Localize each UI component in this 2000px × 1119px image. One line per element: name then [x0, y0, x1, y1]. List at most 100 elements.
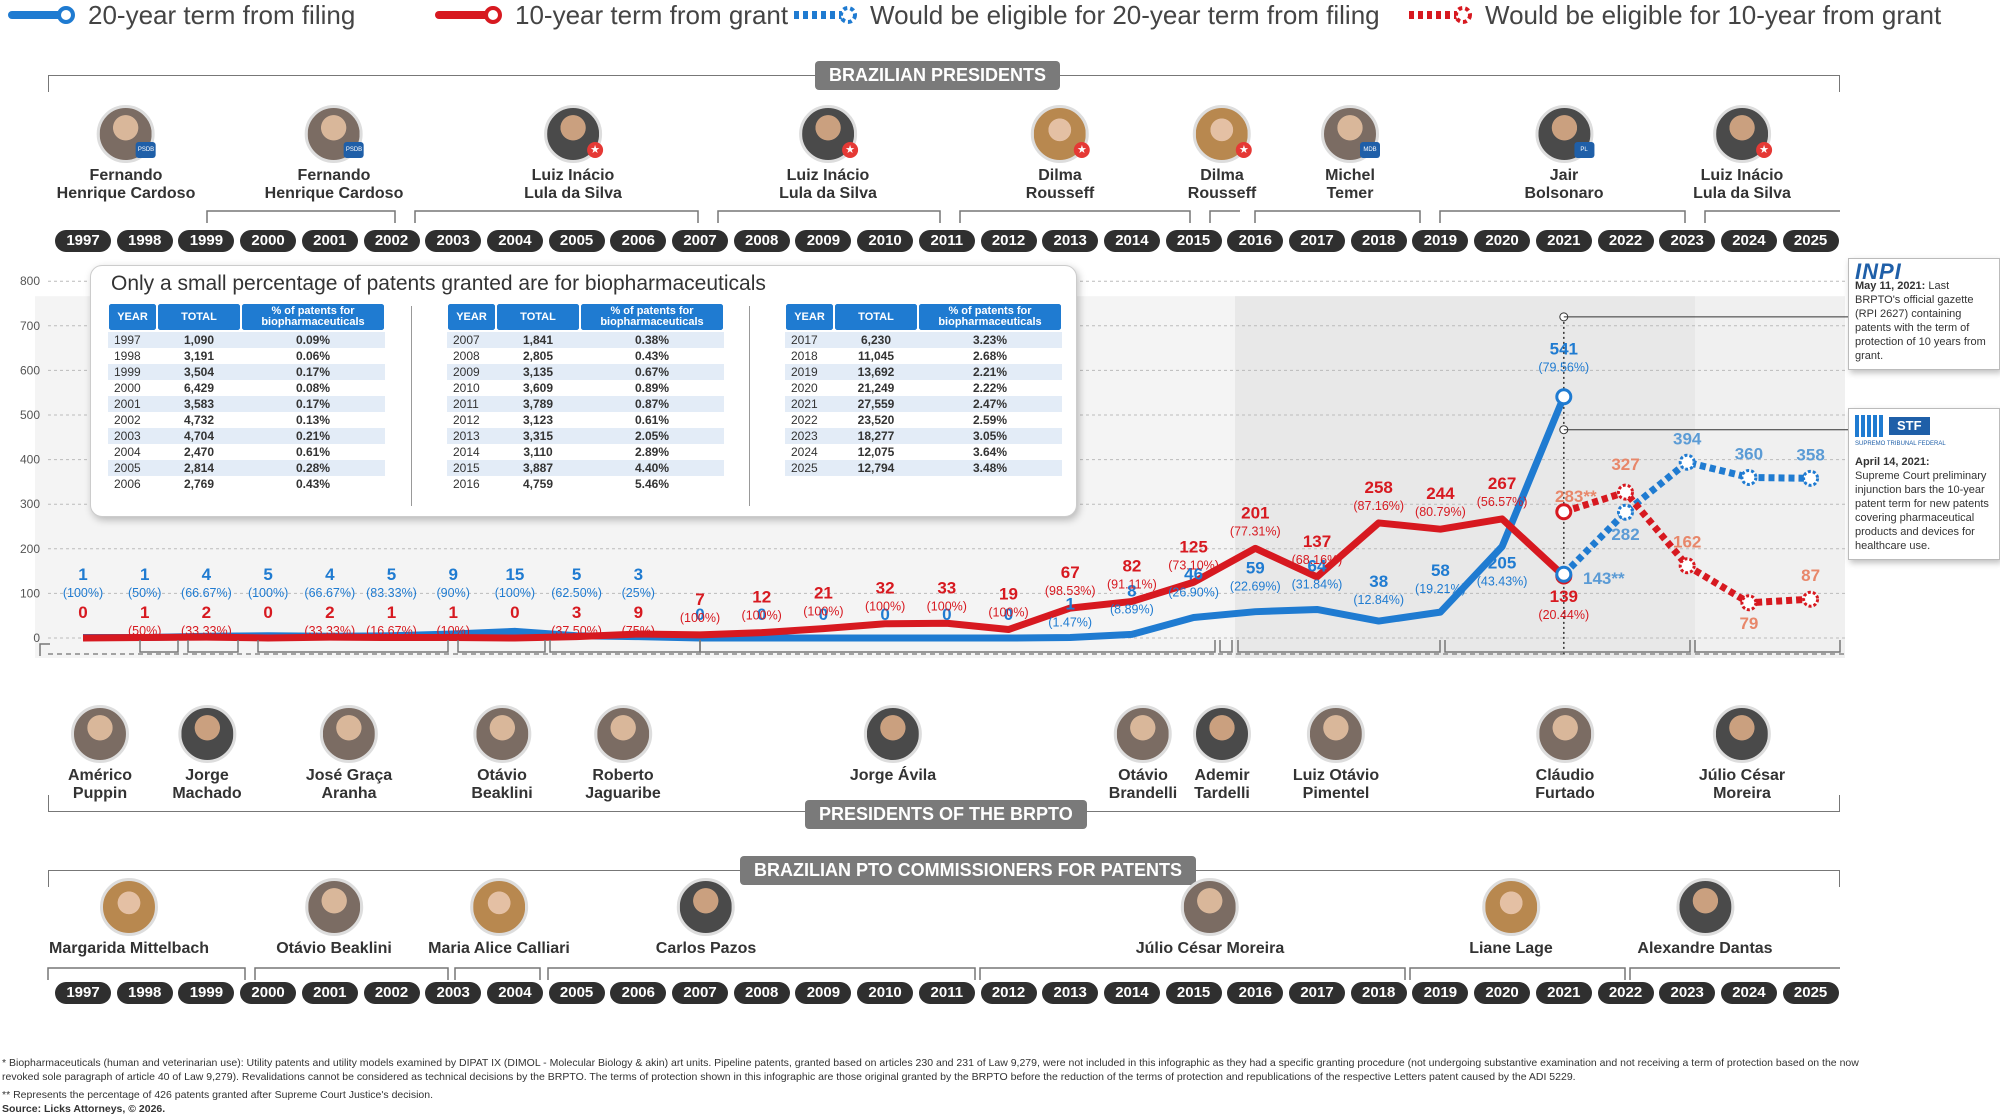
person-name-line1: Ademir: [1194, 767, 1250, 784]
commissioner: Liane Lage: [1469, 878, 1553, 958]
year-pill: 2021: [1535, 982, 1592, 1004]
label-filing: 3: [634, 565, 643, 584]
label-grant: 1: [387, 603, 396, 622]
header-year: YEAR: [446, 302, 497, 332]
label-grant-pct: (80.79%): [1415, 505, 1466, 519]
inpi-note: INPI May 11, 2021: Last BRPTO's official…: [1848, 258, 2000, 370]
avatar: ★: [1030, 105, 1090, 163]
cell-total: 18,277: [834, 428, 918, 444]
party-badge-icon: PSDB: [344, 142, 364, 158]
label-grant-pct: (100%): [680, 611, 720, 625]
person-name: Otávio Beaklini: [276, 940, 392, 957]
legend-label: Would be eligible for 20-year term from …: [870, 0, 1380, 30]
label-eligible-grant: 79: [1739, 614, 1758, 633]
cell-year: 2000: [114, 381, 141, 395]
label-filing-pct: (83.33%): [366, 586, 417, 600]
label-filing: 9: [448, 565, 457, 584]
table-row: 2025 12,794 3.48%: [785, 460, 1062, 476]
person-name-line2: Henrique Cardoso: [264, 185, 404, 202]
avatar: [676, 878, 735, 936]
year-pill: 2015: [1165, 230, 1222, 252]
cell-pct: 0.17%: [241, 396, 385, 412]
y-tick-label: 800: [20, 274, 40, 288]
cell-year: 2023: [785, 428, 834, 444]
label-grant-pct: (100%): [988, 606, 1028, 620]
year-pill: 2008: [733, 982, 790, 1004]
avatar: [71, 705, 129, 763]
avatar: [1481, 878, 1540, 936]
y-tick-label: 0: [33, 631, 40, 645]
avatar: PSDB: [305, 105, 364, 163]
cell-total: 1,090: [157, 331, 241, 348]
table-header-row: YEAR TOTAL% of patents for biopharmaceutic…: [107, 302, 386, 332]
label-filing-pct: (1.47%): [1048, 616, 1092, 630]
label-grant: 21: [814, 584, 833, 603]
label-eligible-filing: 360: [1735, 444, 1763, 463]
cell-year: 2021: [785, 396, 834, 412]
year-pill: 2005: [548, 982, 605, 1004]
cell-pct: 2.59%: [972, 413, 1008, 427]
year-pill: 2017: [1289, 982, 1345, 1004]
cell-total: 4,732: [183, 413, 215, 427]
presidents-section-label: BRAZILIAN PRESIDENTS: [815, 61, 1061, 90]
label-filing: 205: [1488, 554, 1516, 573]
table-divider: [749, 306, 750, 506]
person-name-line2: Beaklini: [471, 785, 533, 802]
cell-total: 3,609: [522, 381, 554, 395]
label-grant: 1: [448, 603, 457, 622]
cell-pct: 2.47%: [918, 396, 1062, 412]
label-filing: 64: [1308, 556, 1327, 575]
person-name-line1: Roberto: [592, 767, 654, 784]
label-grant: 19: [999, 585, 1018, 604]
table-row: 2019 13,692 2.21%: [785, 364, 1062, 380]
year-pill: 2002: [363, 982, 420, 1004]
cell-total: 3,789: [496, 396, 580, 412]
label-filing-pct: (50%): [128, 586, 161, 600]
cell-total: 12,794: [834, 460, 918, 476]
person-name-line2: Lula da Silva: [1693, 185, 1791, 202]
brpto-president: Jorge Machado: [172, 705, 242, 803]
cell-pct: 3.64%: [972, 445, 1008, 459]
party-badge-icon: ★: [1756, 142, 1772, 158]
cell-pct: 3.48%: [918, 460, 1062, 476]
cell-total: 6,429: [183, 381, 215, 395]
label-grant-pct: (100%): [865, 600, 905, 614]
table-row: 2007 1,841 0.38%: [447, 331, 724, 348]
person-name-line2: Temer: [1326, 185, 1374, 202]
party-badge-icon: PSDB: [136, 142, 156, 158]
avatar: [469, 878, 528, 936]
cell-pct: 3.23%: [918, 331, 1062, 348]
year-pill: 2001: [301, 230, 358, 252]
cell-year: 2005: [108, 460, 157, 476]
year-pill: 2010: [857, 230, 914, 252]
year-pill: 2007: [672, 982, 728, 1004]
header-total: TOTAL: [156, 302, 242, 332]
table-row: 2013 3,315 2.05%: [447, 428, 724, 444]
cell-total: 12,075: [857, 445, 895, 459]
label-filing: 5: [387, 565, 396, 584]
label-grant: 244: [1426, 484, 1455, 503]
label-eligible-grant: 162: [1673, 533, 1701, 552]
cell-total: 3,887: [496, 460, 580, 476]
person-name: Carlos Pazos: [655, 940, 757, 957]
table-row: 2021 27,559 2.47%: [785, 396, 1062, 412]
cell-pct: 0.67%: [580, 364, 724, 380]
avatar: ★: [1192, 105, 1252, 163]
label-grant-pct: (87.16%): [1353, 499, 1404, 513]
label-grant-pct: (33.33%): [181, 624, 232, 638]
year-pill: 2011: [918, 230, 975, 252]
cell-pct: 0.43%: [295, 477, 331, 491]
president: PL Jair Bolsonaro: [1524, 105, 1604, 203]
brpto-section-label: PRESIDENTS OF THE BRPTO: [805, 800, 1087, 829]
label-grant-pct: (100%): [803, 605, 843, 619]
label-eligible-grant: 283**: [1555, 487, 1597, 506]
series-point: [1802, 590, 1820, 608]
brpto-president: José Graça Aranha: [306, 705, 392, 803]
legend-item-dotted-blue: Would be eligible for 20-year term from …: [790, 0, 1380, 30]
cell-total: 2,769: [183, 477, 215, 491]
cell-pct: 2.22%: [972, 381, 1008, 395]
year-pill: 2006: [610, 230, 667, 252]
person-name-line1: Américo: [67, 767, 133, 784]
label-filing: 0: [695, 605, 704, 624]
series-point: [1555, 388, 1573, 406]
